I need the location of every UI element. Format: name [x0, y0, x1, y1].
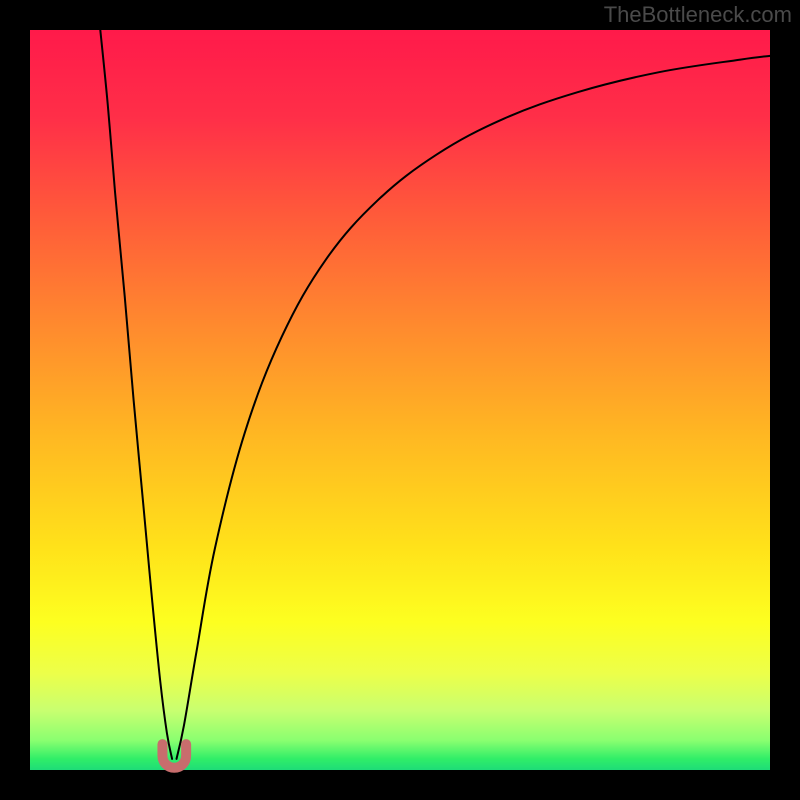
- watermark-text: TheBottleneck.com: [604, 2, 792, 28]
- chart-container: TheBottleneck.com: [0, 0, 800, 800]
- chart-svg: [0, 0, 800, 800]
- plot-background: [30, 30, 770, 770]
